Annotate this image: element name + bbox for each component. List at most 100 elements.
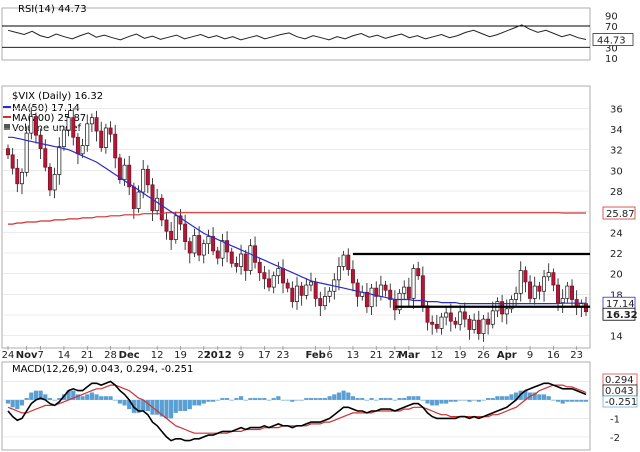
macd-histogram-bar [318, 398, 323, 400]
rsi-panel-frame [1, 7, 591, 61]
macd-value-tag: 0.294 [605, 375, 634, 386]
x-tick-label: 12 [430, 350, 443, 361]
macd-histogram-bar [75, 394, 81, 400]
candle [322, 296, 327, 307]
macd-histogram-bar [220, 398, 225, 400]
macd-histogram-bar [509, 394, 514, 400]
candle [159, 197, 164, 221]
macd-histogram-bar [546, 396, 551, 400]
candle [61, 129, 66, 147]
x-tick-label: 28 [104, 350, 117, 361]
macd-histogram-bar [290, 399, 295, 402]
candle [248, 245, 253, 271]
rsi-layer: 907050301044.73 [2, 11, 634, 65]
candle [211, 236, 216, 252]
candle [131, 186, 136, 209]
macd-histogram-bar [416, 396, 421, 400]
candle [262, 272, 267, 280]
candle [71, 117, 76, 138]
price-tick-label: 36 [610, 104, 623, 115]
candle [47, 166, 52, 191]
x-tick-label: 7 [37, 350, 43, 361]
macd-histogram-bar [341, 390, 346, 400]
macd-histogram-bar [215, 399, 220, 401]
candle [313, 281, 318, 299]
macd-histogram-bar [89, 392, 95, 400]
ma200-line [8, 212, 586, 225]
candle [514, 292, 519, 300]
macd-histogram-bar [192, 399, 197, 406]
candle [43, 148, 48, 168]
macd-histogram-bar [504, 396, 509, 400]
macd-histogram-bar [183, 399, 188, 411]
candle [290, 287, 295, 302]
candle [99, 130, 104, 148]
price-tick-label: 22 [610, 249, 623, 260]
candle [397, 292, 402, 311]
price-tick-label: 32 [610, 146, 623, 157]
price-tick-label: 18 [610, 290, 623, 301]
ma200-price-tag: 25.87 [606, 209, 635, 220]
macd-histogram-bar [187, 399, 192, 410]
price-tick-label: 20 [610, 270, 623, 281]
macd-histogram-bar [350, 396, 356, 400]
legend-volume-swatch [4, 124, 10, 130]
candle [89, 117, 94, 125]
histogram-value-tag: -0.251 [605, 397, 637, 408]
macd-histogram-bar [481, 399, 486, 401]
x-tick-label: Mar [398, 350, 420, 361]
macd-histogram-bar [551, 399, 556, 401]
macd-histogram-bar [224, 398, 230, 400]
x-tick-label: Feb [305, 350, 325, 361]
macd-histogram-bar [364, 399, 370, 401]
rsi-tick-label: 10 [605, 54, 618, 65]
macd-histogram-bar [360, 398, 365, 400]
candle [85, 123, 90, 146]
x-tick-label: 26 [477, 350, 490, 361]
price-tick-label: 34 [610, 125, 623, 136]
rsi-tick-label: 90 [605, 11, 618, 22]
macd-line [7, 380, 587, 442]
macd-histogram-bar [541, 394, 547, 400]
rsi-tick-label: 30 [605, 43, 618, 54]
rsi-current-box [592, 33, 634, 46]
candle [75, 136, 80, 155]
candle [15, 167, 20, 185]
macd-histogram-bar [304, 398, 309, 400]
macd-title: MACD(12,26,9) 0.043, 0.294, -0.251 [12, 364, 193, 375]
candle [52, 174, 57, 191]
macd-histogram-bar [476, 399, 481, 402]
candle [518, 270, 523, 294]
macd-histogram-bar [285, 399, 290, 401]
macd-histogram-bar [127, 399, 132, 410]
candle [253, 245, 258, 263]
macd-histogram-bar [499, 396, 505, 400]
candle [94, 117, 99, 132]
macd-histogram-bar [197, 399, 202, 406]
x-tick-label: Apr [497, 350, 517, 361]
macd-tick-label: -1 [610, 414, 620, 425]
macd-histogram-bar [420, 399, 425, 401]
candle [467, 318, 472, 330]
candle [201, 243, 206, 256]
macd-histogram-bar [57, 398, 62, 400]
candle [155, 197, 160, 211]
rsi-current-value: 44.73 [597, 35, 626, 46]
candle [299, 285, 304, 296]
candle [378, 284, 383, 297]
macd-histogram-bar [266, 399, 272, 401]
macd-histogram-bar [113, 399, 118, 401]
candle [281, 268, 285, 284]
macd-histogram-bar [252, 398, 258, 400]
macd-histogram-bar [453, 399, 458, 402]
candle [141, 168, 146, 193]
macd-histogram-bar [555, 399, 561, 402]
x-tick-label: 16 [547, 350, 560, 361]
x-tick-label: 9 [527, 350, 533, 361]
candle [411, 268, 416, 299]
x-tick-label: 17 [258, 350, 271, 361]
x-tick-label: 12 [151, 350, 164, 361]
x-tick-label: 27 [389, 350, 402, 361]
macd-histogram-bar [52, 399, 57, 401]
